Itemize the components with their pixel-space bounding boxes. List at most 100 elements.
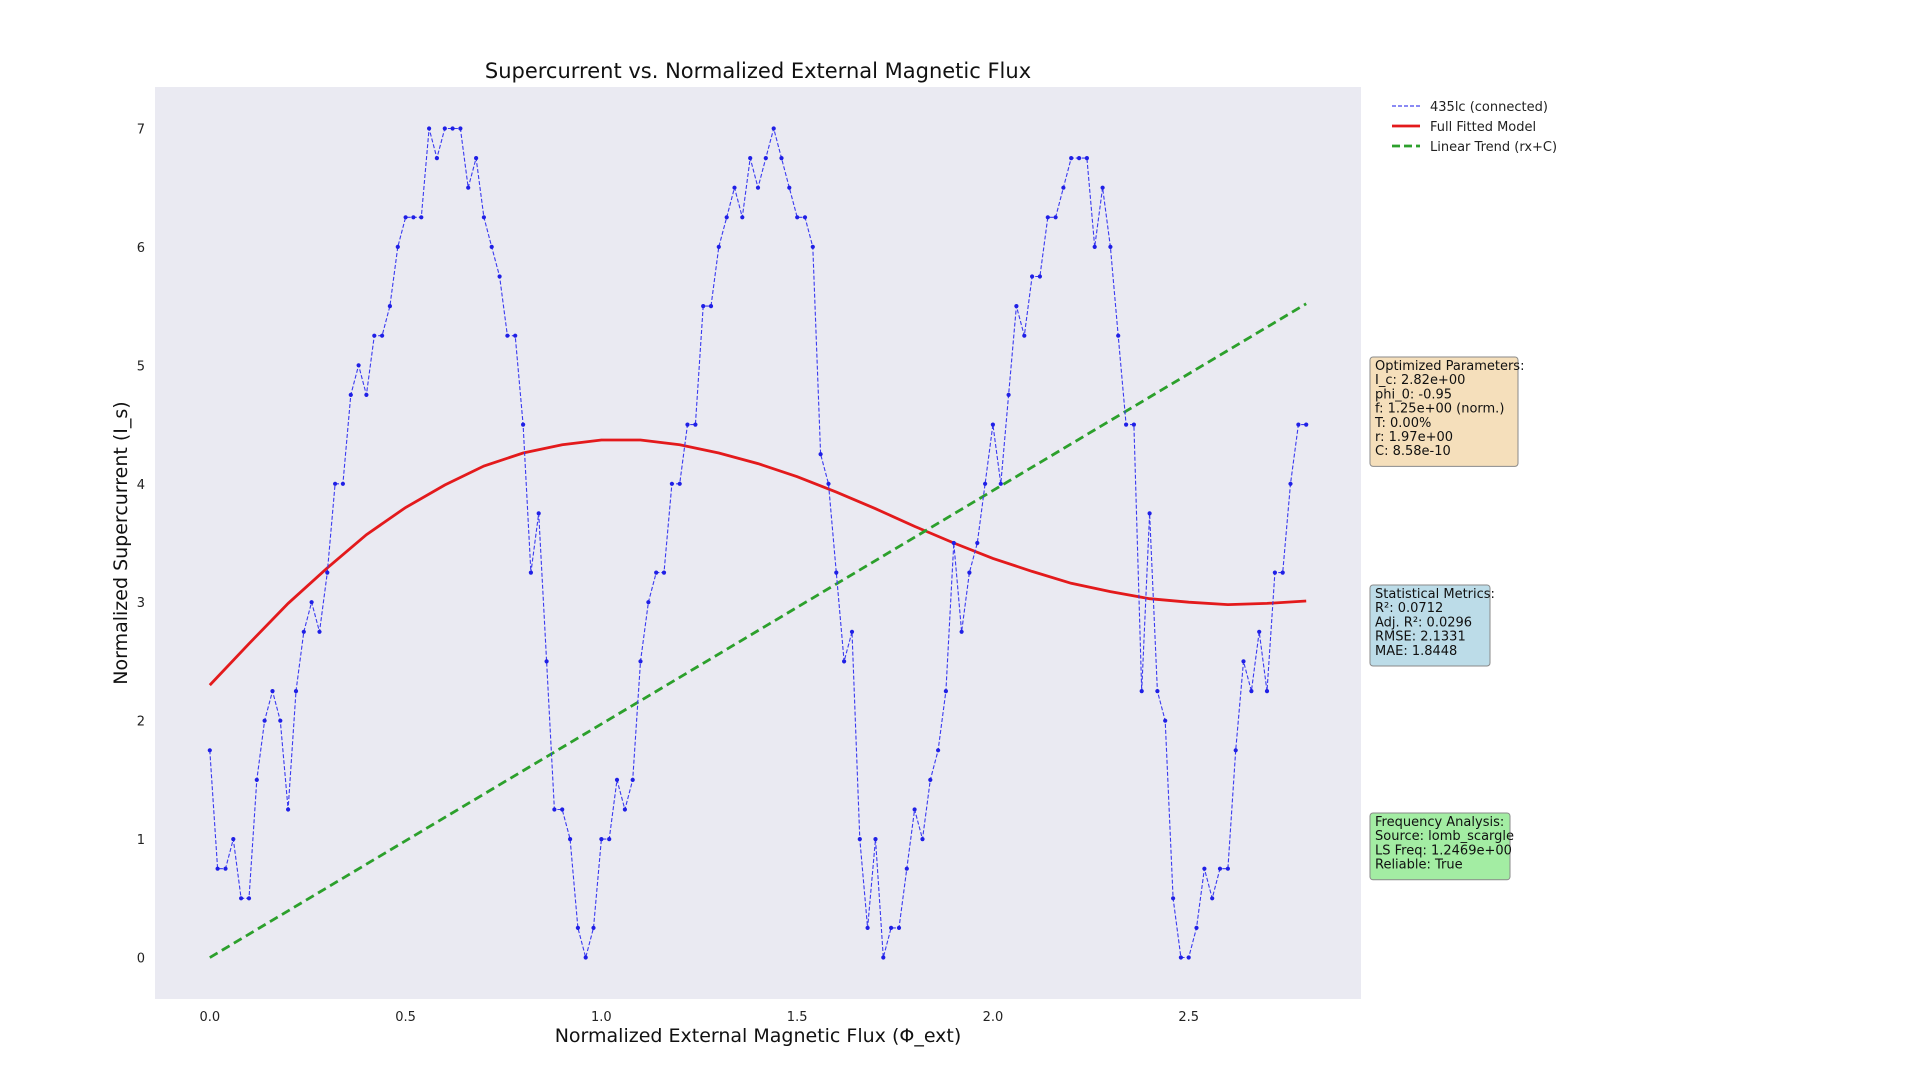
- data-point: [411, 215, 416, 220]
- data-point: [427, 126, 432, 131]
- data-point: [466, 185, 471, 190]
- data-point: [1022, 333, 1027, 338]
- data-point: [434, 156, 439, 161]
- data-point: [873, 837, 878, 842]
- data-point: [1037, 274, 1042, 279]
- data-point: [983, 481, 988, 486]
- data-point: [1178, 955, 1183, 960]
- annotation-line: C: 8.58e-10: [1375, 444, 1451, 459]
- legend: 435lc (connected) Full Fitted Model Linear…: [1392, 100, 1557, 155]
- x-tick-label: 2.5: [1178, 1010, 1199, 1025]
- data-point: [536, 511, 541, 516]
- data-point: [450, 126, 455, 131]
- data-point: [1006, 392, 1011, 397]
- y-tick-label: 5: [137, 359, 145, 374]
- data-point: [779, 156, 784, 161]
- data-point: [380, 333, 385, 338]
- annotation-line: RMSE: 2.1331: [1375, 630, 1466, 645]
- data-point: [372, 333, 377, 338]
- data-point: [246, 896, 252, 901]
- annotation-line: R²: 0.0712: [1375, 601, 1443, 616]
- data-point: [661, 570, 667, 575]
- data-point: [333, 481, 338, 486]
- data-point: [708, 304, 714, 309]
- data-point: [654, 570, 659, 575]
- data-point: [521, 422, 526, 427]
- data-point: [795, 215, 800, 220]
- data-point: [317, 629, 322, 634]
- data-point: [481, 215, 486, 220]
- data-point: [403, 215, 408, 220]
- data-point: [348, 392, 353, 397]
- data-point: [748, 156, 753, 161]
- x-axis-label: Normalized External Magnetic Flux (Φ_ext…: [555, 1025, 962, 1047]
- data-point: [1116, 333, 1121, 338]
- data-point: [787, 185, 792, 190]
- data-point: [1194, 925, 1199, 931]
- annotation-box-params: [1369, 356, 1519, 467]
- y-axis-ticks: 0 1 2 3 4 5 6 7: [137, 122, 145, 966]
- annotation-line: Statistical Metrics:: [1375, 587, 1495, 602]
- data-point: [998, 481, 1003, 486]
- data-point: [1147, 511, 1152, 516]
- data-point: [419, 215, 424, 220]
- data-point: [936, 748, 941, 753]
- data-point: [528, 570, 534, 575]
- data-point: [489, 244, 494, 249]
- data-point: [630, 777, 635, 783]
- data-point: [239, 896, 244, 901]
- data-point: [849, 629, 855, 634]
- data-point: [975, 540, 980, 546]
- y-axis-label: Normalized Supercurrent (I_s): [110, 401, 132, 684]
- data-point: [622, 807, 628, 812]
- data-point: [740, 215, 745, 220]
- data-point: [904, 866, 909, 871]
- data-point: [309, 600, 314, 605]
- annotation-box-stats: [1369, 584, 1491, 667]
- data-point: [387, 304, 392, 309]
- data-point: [1124, 422, 1129, 427]
- data-point: [1186, 955, 1191, 960]
- data-point: [215, 866, 220, 871]
- data-point: [505, 333, 510, 338]
- data-point: [575, 925, 581, 931]
- data-point: [395, 244, 400, 249]
- data-point: [638, 659, 643, 664]
- data-point: [889, 925, 894, 931]
- y-tick-label: 2: [137, 715, 145, 730]
- data-point: [1280, 570, 1285, 575]
- data-point: [607, 837, 612, 842]
- data-point: [865, 925, 870, 931]
- data-point: [1061, 185, 1066, 190]
- legend-label: Linear Trend (rx+C): [1430, 140, 1557, 155]
- data-point: [724, 215, 729, 220]
- data-point: [763, 156, 768, 161]
- data-point: [1225, 866, 1230, 871]
- data-point: [1084, 156, 1089, 161]
- data-point: [599, 837, 604, 842]
- data-point: [802, 215, 808, 220]
- data-point: [1077, 156, 1082, 161]
- data-point: [278, 718, 283, 723]
- data-point: [270, 689, 275, 694]
- data-point: [685, 422, 690, 427]
- data-point: [818, 452, 823, 457]
- x-axis-ticks: 0.0 0.5 1.0 1.5 2.0 2.5: [199, 1010, 1199, 1025]
- data-point: [560, 807, 565, 812]
- data-point: [1045, 215, 1050, 220]
- x-tick-label: 2.0: [983, 1010, 1004, 1025]
- x-tick-label: 1.0: [591, 1010, 612, 1025]
- data-point: [1233, 748, 1238, 753]
- annotation-boxes: Optimized Parameters:I_c: 2.82e+00phi_0:…: [1369, 356, 1524, 881]
- data-point: [1108, 244, 1113, 249]
- fitted-model-layer: [208, 438, 1307, 687]
- data-point: [693, 422, 698, 427]
- data-point: [340, 481, 345, 486]
- plot-area: [155, 87, 1361, 999]
- series-line-linear-trend: [209, 302, 1307, 959]
- data-point: [458, 126, 463, 131]
- data-point: [1139, 689, 1144, 694]
- data-point: [1296, 422, 1301, 427]
- data-point: [497, 274, 502, 279]
- annotation-line: Source: lomb_scargle: [1375, 829, 1514, 844]
